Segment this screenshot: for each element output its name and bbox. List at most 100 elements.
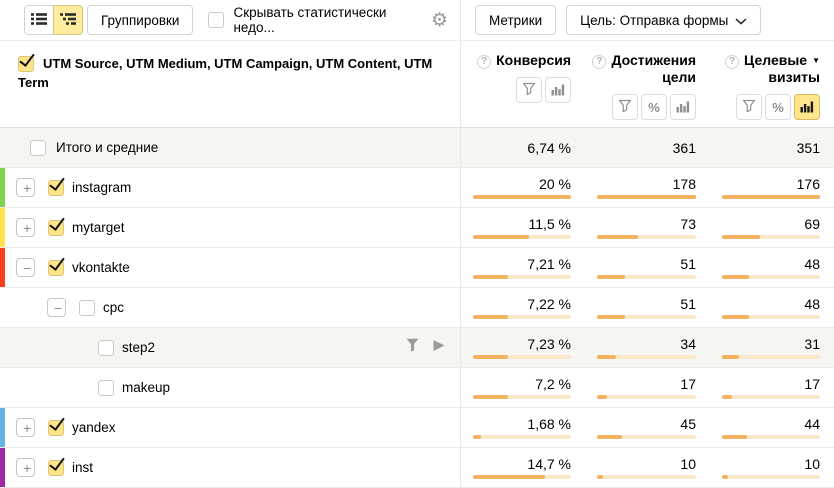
row-checkbox[interactable] — [48, 459, 64, 476]
cell-value: 20 % — [539, 176, 571, 192]
value-cell: 6,74 % — [461, 128, 585, 167]
column-header-3[interactable]: ? Целевые ▼ визиты — [725, 52, 820, 86]
cell-value: 48 — [804, 296, 820, 312]
value-bar — [722, 395, 820, 399]
value-bar-fill — [722, 235, 761, 239]
value-bar-fill — [722, 435, 747, 439]
table-row[interactable]: + yandex 1,68 % 45 44 — [0, 408, 834, 448]
totals-row: Итого и средние 6,74 % 361 351 — [0, 128, 834, 168]
metric-columns: ? Конверсия ? Достижения цели% ? Целевые ▼ визит… — [461, 41, 834, 127]
table-row[interactable]: − cpc 7,22 % 51 48 — [0, 288, 834, 328]
expand-button[interactable]: + — [16, 458, 35, 477]
row-label: mytarget — [72, 220, 125, 235]
row-color-stripe — [0, 248, 5, 287]
value-bar-fill — [722, 475, 728, 479]
table-row[interactable]: + mytarget 11,5 % 73 69 — [0, 208, 834, 248]
row-checkbox[interactable] — [48, 219, 64, 236]
table-row[interactable]: + inst 14,7 % 10 10 — [0, 448, 834, 488]
value-cell: 11,5 % — [461, 208, 585, 247]
groupings-button[interactable]: Группировки — [87, 5, 194, 35]
filter-tool-button[interactable] — [612, 94, 638, 120]
row-checkbox[interactable] — [48, 179, 64, 196]
funnel-icon — [742, 99, 756, 116]
row-filter-icon[interactable] — [405, 338, 420, 357]
checkbox-icon[interactable] — [208, 12, 225, 28]
value-cell: 69 — [710, 208, 834, 247]
cell-value: 45 — [680, 416, 696, 432]
value-bar-fill — [722, 315, 749, 319]
row-drilldown-icon[interactable] — [431, 338, 446, 358]
value-bar-fill — [473, 275, 509, 279]
value-cell: 351 — [710, 128, 834, 167]
column-tools — [516, 77, 571, 103]
chart-tool-button[interactable] — [794, 94, 820, 120]
value-bar-fill — [473, 435, 482, 439]
row-label-cell: + inst — [0, 448, 461, 487]
value-bar — [722, 435, 820, 439]
help-icon[interactable]: ? — [725, 55, 740, 69]
expand-button[interactable]: + — [16, 418, 35, 437]
value-cell: 7,21 % — [461, 248, 585, 287]
view-mode-toggle — [24, 5, 83, 35]
percent-tool-button[interactable]: % — [765, 94, 791, 120]
tree-list-icon — [60, 12, 76, 29]
cell-value: 10 — [804, 456, 820, 472]
gear-icon[interactable]: ⚙ — [430, 9, 448, 31]
hide-insignificant-label: Скрывать статистически недо... — [233, 5, 387, 35]
funnel-icon — [522, 82, 536, 99]
tree-view-button[interactable] — [53, 5, 83, 35]
row-label: vkontakte — [72, 260, 130, 275]
value-bar — [722, 275, 820, 279]
cell-value: 361 — [672, 139, 696, 156]
table-row[interactable]: makeup 7,2 % 17 17 — [0, 368, 834, 408]
cell-value: 1,68 % — [527, 416, 571, 432]
row-checkbox[interactable] — [48, 419, 64, 436]
value-bar-fill — [597, 275, 626, 279]
metrics-button[interactable]: Метрики — [475, 5, 557, 35]
column-header-1[interactable]: ? Конверсия — [477, 52, 571, 69]
value-bar-fill — [473, 315, 509, 319]
toolbar-right: Метрики Цель: Отправка формы — [461, 0, 834, 40]
row-label-cell: − cpc — [0, 288, 461, 327]
expand-button[interactable]: + — [16, 178, 35, 197]
funnel-icon — [618, 99, 632, 116]
hide-insignificant-checkbox[interactable]: Скрывать статистически недо... — [208, 5, 430, 35]
value-cell: 31 — [710, 328, 834, 367]
filter-tool-button[interactable] — [516, 77, 542, 103]
cell-value: 44 — [804, 416, 820, 432]
value-bar-fill — [473, 395, 509, 399]
row-checkbox[interactable] — [30, 139, 46, 156]
column-header-2[interactable]: ? Достижения цели — [592, 52, 696, 86]
value-bar-fill — [597, 235, 638, 239]
chevron-down-icon — [735, 13, 747, 28]
help-icon[interactable]: ? — [477, 55, 492, 69]
bar-chart-icon — [676, 99, 690, 116]
value-bar-fill — [473, 475, 546, 479]
table-row[interactable]: − vkontakte 7,21 % 51 48 — [0, 248, 834, 288]
flat-view-button[interactable] — [24, 5, 54, 35]
value-cell: 361 — [585, 128, 710, 167]
row-checkbox[interactable] — [79, 299, 95, 316]
row-label-cell: makeup — [0, 368, 461, 407]
help-icon[interactable]: ? — [592, 55, 607, 69]
select-all-checkbox[interactable] — [18, 56, 34, 72]
chart-tool-button[interactable] — [670, 94, 696, 120]
row-checkbox[interactable] — [98, 339, 114, 356]
goal-selector-button[interactable]: Цель: Отправка формы — [566, 5, 762, 35]
value-bar — [597, 475, 696, 479]
collapse-button[interactable]: − — [16, 258, 35, 277]
row-checkbox[interactable] — [48, 259, 64, 276]
table-row[interactable]: step2 7,23 % 34 31 — [0, 328, 834, 368]
value-cell: 48 — [710, 288, 834, 327]
value-bar — [597, 195, 696, 199]
row-checkbox[interactable] — [98, 379, 114, 396]
collapse-button[interactable]: − — [47, 298, 66, 317]
value-bar-fill — [722, 395, 732, 399]
goal-selector-label: Цель: Отправка формы — [580, 12, 729, 28]
expand-button[interactable]: + — [16, 218, 35, 237]
table-body: Итого и средние 6,74 % 361 351 + instagram 20 … — [0, 128, 834, 488]
filter-tool-button[interactable] — [736, 94, 762, 120]
chart-tool-button[interactable] — [545, 77, 571, 103]
percent-tool-button[interactable]: % — [641, 94, 667, 120]
table-row[interactable]: + instagram 20 % 178 176 — [0, 168, 834, 208]
